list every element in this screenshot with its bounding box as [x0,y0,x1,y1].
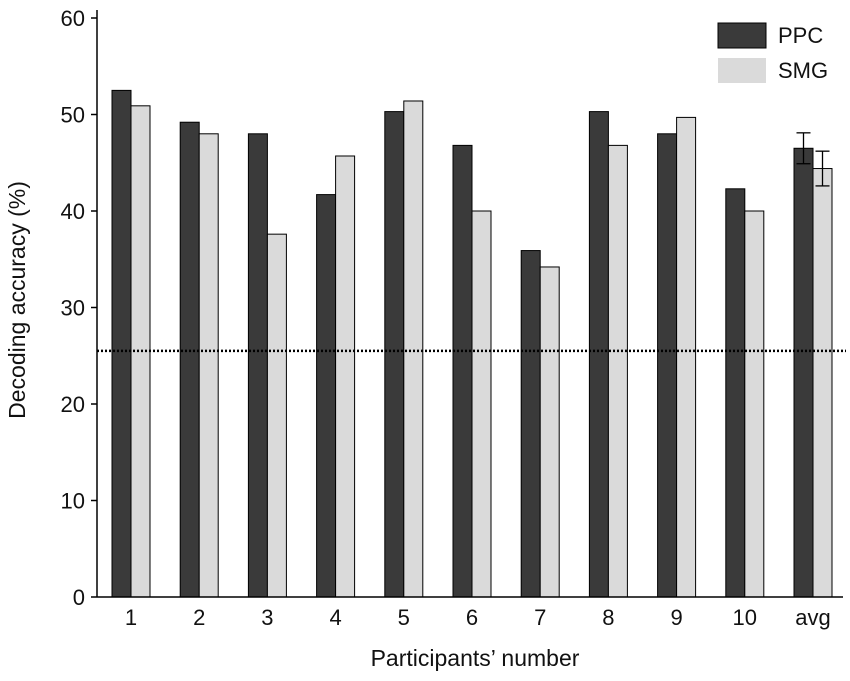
x-tick-label: 9 [670,605,682,630]
y-tick-label: 20 [61,392,85,417]
bar-ppc [111,89,132,598]
y-tick-label: 30 [61,296,85,321]
x-tick-label: 6 [466,605,478,630]
bar-smg [471,210,492,598]
bar-smg [198,133,219,598]
x-tick-label: 10 [733,605,757,630]
y-tick-label: 50 [61,103,85,128]
x-tick-label: avg [795,605,830,630]
bar-smg [744,210,765,598]
bar-ppc [247,133,268,598]
y-tick-label: 0 [73,585,85,610]
x-tick-label: 3 [261,605,273,630]
bar-smg [607,144,628,598]
x-tick-label: 8 [602,605,614,630]
legend-swatch-ppc [717,22,767,49]
x-axis-label: Participants’ number [371,645,580,671]
y-tick-label: 60 [61,6,85,31]
legend-label-ppc: PPC [778,23,823,48]
bar-ppc [657,133,678,598]
x-tick-label: 4 [329,605,341,630]
x-tick-label: 5 [398,605,410,630]
bar-ppc [725,188,746,598]
bar-smg [335,155,356,598]
axes: 0 10 20 30 40 50 60 1 2 3 4 5 6 7 8 9 10 avg [61,6,843,630]
bar-ppc [452,144,473,598]
x-tick-label: 1 [125,605,137,630]
bar-smg [403,100,424,598]
x-tick-label: 7 [534,605,546,630]
x-tick-label: 2 [193,605,205,630]
y-tick-label: 40 [61,199,85,224]
bar-ppc [316,194,337,598]
plot-area [97,89,846,598]
bar-ppc [520,250,541,598]
bar-smg [539,266,560,598]
y-tick-label: 10 [61,489,85,514]
legend-label-smg: SMG [778,58,828,83]
bar-smg [266,233,287,598]
legend-swatch-smg [718,58,766,83]
bar-ppc [179,121,200,598]
bar-smg [676,116,697,598]
bar-smg [812,168,833,598]
bar-ppc [384,111,405,598]
bar-ppc [793,147,814,598]
y-axis-label: Decoding accuracy (%) [4,181,30,419]
bar-ppc [588,111,609,598]
legend: PPC SMG [717,22,828,83]
